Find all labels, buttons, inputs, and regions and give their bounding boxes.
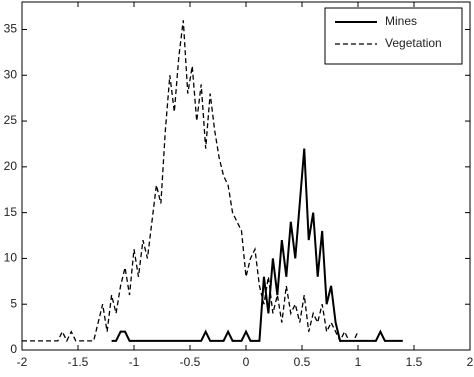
y-tick-label: 0 bbox=[10, 342, 17, 356]
series-line bbox=[22, 20, 359, 343]
x-tick-label: -2 bbox=[17, 355, 28, 369]
x-tick-label: 0.5 bbox=[294, 355, 311, 369]
y-tick-label: 30 bbox=[4, 67, 18, 81]
x-tick-label: 0 bbox=[243, 355, 250, 369]
y-tick-label: 25 bbox=[4, 113, 18, 127]
legend-label: Vegetation bbox=[385, 36, 442, 50]
x-tick-label: -1 bbox=[129, 355, 140, 369]
y-tick-label: 35 bbox=[4, 22, 18, 36]
x-tick-label: 2 bbox=[467, 355, 474, 369]
x-tick-label: -0.5 bbox=[180, 355, 201, 369]
series-line bbox=[111, 148, 403, 342]
y-tick-label: 10 bbox=[4, 251, 18, 265]
x-tick-label: 1 bbox=[355, 355, 362, 369]
legend-label: Mines bbox=[385, 14, 417, 28]
y-tick-label: 15 bbox=[4, 205, 18, 219]
x-tick-label: -1.5 bbox=[68, 355, 89, 369]
y-tick-label: 5 bbox=[10, 296, 17, 310]
x-tick-label: 1.5 bbox=[406, 355, 423, 369]
legend-box bbox=[324, 7, 463, 65]
y-tick-label: 20 bbox=[4, 159, 18, 173]
